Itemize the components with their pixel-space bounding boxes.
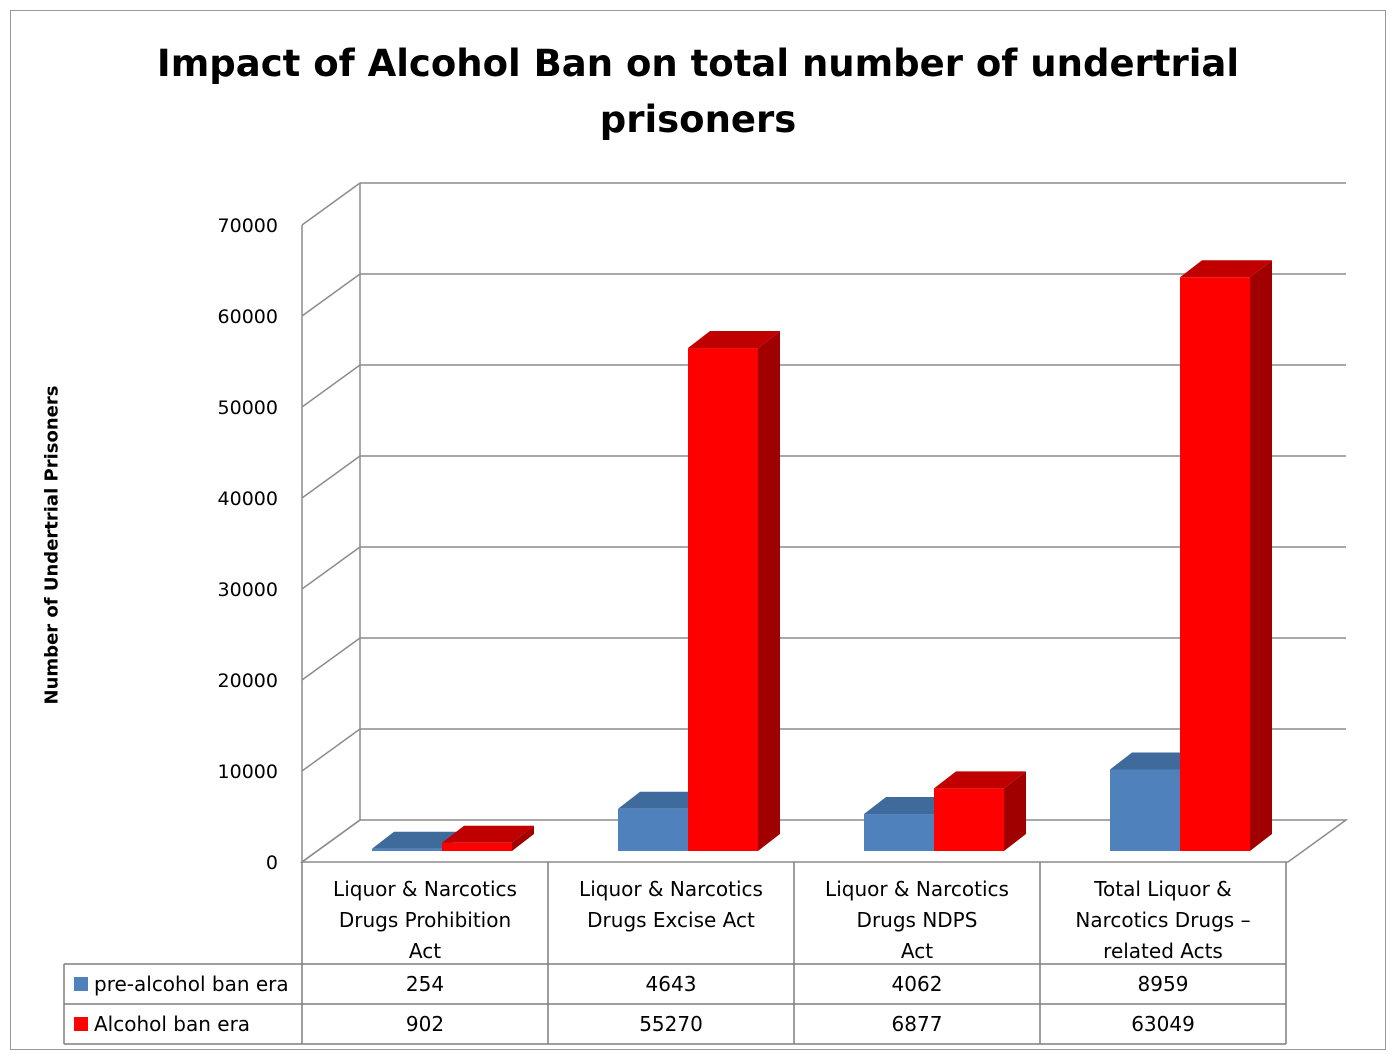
x-category-label: Total Liquor & Narcotics Drugs – related A… xyxy=(1075,877,1250,963)
gridline-side xyxy=(301,728,361,772)
legend-entry: Alcohol ban era xyxy=(94,1012,250,1036)
x-category-label: Liquor & Narcotics Drugs Excise Act xyxy=(579,877,763,932)
bar xyxy=(618,808,688,851)
data-label: 55270 xyxy=(639,1012,703,1036)
bar xyxy=(372,848,442,851)
bar-side xyxy=(1004,771,1026,851)
legend-entry: pre-alcohol ban era xyxy=(94,972,289,996)
y-tick-label: 0 xyxy=(266,852,278,874)
data-label: 902 xyxy=(406,1012,444,1036)
bar xyxy=(688,348,758,851)
bar-top xyxy=(1180,260,1272,278)
data-label: 6877 xyxy=(892,1012,943,1036)
y-tick-label: 20000 xyxy=(218,670,278,692)
data-label: 63049 xyxy=(1131,1012,1195,1036)
data-label: 254 xyxy=(406,972,444,996)
gridline-side xyxy=(301,637,361,681)
data-label: 4643 xyxy=(646,972,697,996)
gridline-side xyxy=(301,182,361,226)
bar-top xyxy=(618,791,710,809)
x-category-label: Liquor & Narcotics Drugs NDPS Act xyxy=(825,877,1009,963)
floor xyxy=(299,819,1349,863)
data-label: 4062 xyxy=(892,972,943,996)
gridline-side xyxy=(301,455,361,499)
y-tick-label: 70000 xyxy=(218,215,278,237)
bar xyxy=(442,842,512,851)
legend-key xyxy=(74,977,88,991)
y-tick-label: 30000 xyxy=(218,579,278,601)
y-tick-label: 60000 xyxy=(218,306,278,328)
chart-title: Impact of Alcohol Ban on total number of… xyxy=(156,42,1240,141)
bar xyxy=(1110,769,1180,851)
bar xyxy=(934,788,1004,851)
gridline-side xyxy=(301,364,361,408)
bar-top xyxy=(372,831,464,849)
bar-top xyxy=(934,771,1026,789)
bar-side xyxy=(758,331,780,852)
bar-top xyxy=(1110,752,1202,770)
gridline-side xyxy=(301,546,361,590)
bar-side xyxy=(512,825,534,851)
bar xyxy=(864,814,934,851)
y-tick-label: 10000 xyxy=(218,761,278,783)
legend-key xyxy=(74,1017,88,1031)
bar-top xyxy=(688,331,780,349)
gridline-side xyxy=(301,273,361,317)
y-tick-label: 40000 xyxy=(218,488,278,510)
bar-side xyxy=(1250,260,1272,851)
bar-top xyxy=(864,797,956,815)
y-tick-label: 50000 xyxy=(218,397,278,419)
bar xyxy=(1180,277,1250,851)
bar-top xyxy=(442,825,534,843)
x-category-label: Liquor & Narcotics Drugs Prohibition Act xyxy=(333,877,517,963)
data-label: 8959 xyxy=(1138,972,1189,996)
